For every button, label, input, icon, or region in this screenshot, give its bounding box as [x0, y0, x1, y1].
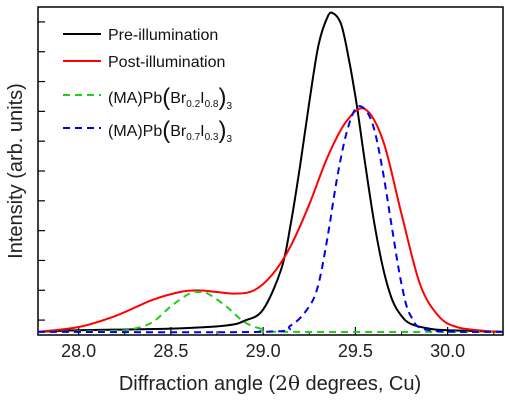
- x-tick-label: 29.5: [338, 341, 373, 361]
- legend-label-post-illumination: Post-illumination: [108, 54, 225, 71]
- x-tick-label: 29.0: [246, 341, 281, 361]
- legend-label-br02-i08: (MA)Pb(Br0.2I0.8)3: [108, 84, 233, 112]
- series-layer: [37, 11, 504, 334]
- legend-label-pre-illumination: Pre-illumination: [108, 27, 218, 44]
- series-line-post-illumination: [37, 107, 504, 333]
- legend: Pre-illumination Post-illumination (MA)P…: [63, 27, 233, 145]
- y-axis-title: Intensity (arb. units): [5, 83, 27, 259]
- ticks-layer: 28.0 28.5 29.0 29.5 30.0: [38, 21, 495, 361]
- x-axis-title: Diffraction angle (2θ degrees, Cu): [119, 371, 421, 395]
- x-tick-label: 28.5: [153, 341, 188, 361]
- series-line-pre-illumination: [37, 11, 504, 333]
- series-line-br07-i03: [37, 105, 504, 334]
- x-tick-label: 28.0: [61, 341, 96, 361]
- legend-label-br07-i03: (MA)Pb(Br0.7I0.3)3: [108, 117, 233, 145]
- x-tick-label: 30.0: [430, 341, 465, 361]
